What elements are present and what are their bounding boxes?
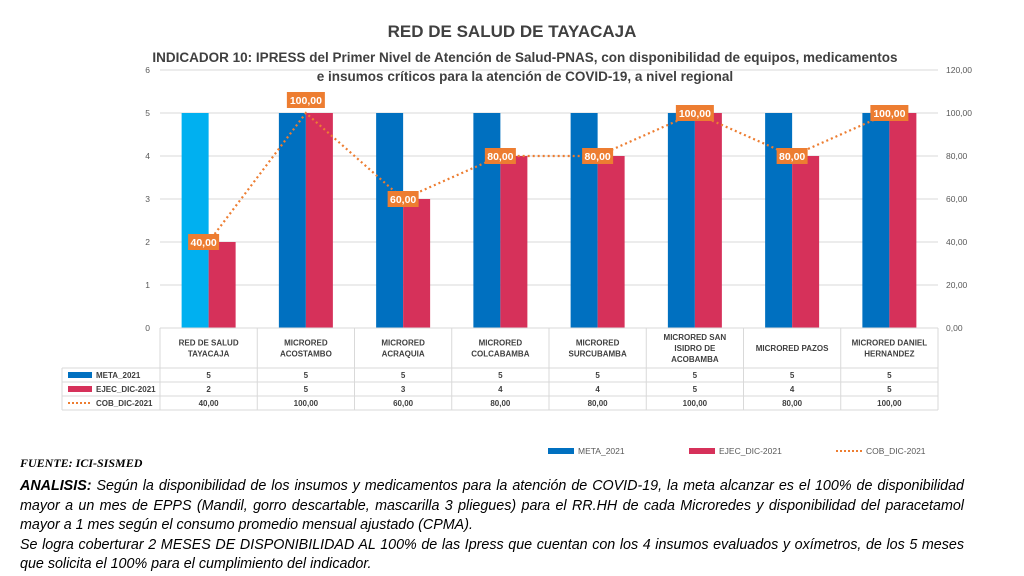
- table-row-label: COB_DIC-2021: [96, 399, 153, 408]
- y-tick-label: 6: [145, 65, 150, 75]
- bar-meta: [181, 113, 209, 328]
- x-tick-label: MICRORED SURCUBAMBA: [569, 339, 627, 359]
- bar-meta: [862, 113, 890, 328]
- table-cell: 40,00: [199, 399, 220, 408]
- y-tick-label: 1: [145, 280, 150, 290]
- table-cell: 4: [790, 385, 795, 394]
- bar-ejec: [208, 242, 236, 328]
- legend-key: [68, 386, 92, 392]
- bar-meta: [473, 113, 501, 328]
- table-cell: 5: [401, 371, 406, 380]
- legend-key: [68, 372, 92, 378]
- bar-ejec: [597, 156, 625, 328]
- x-tick-label: MICRORED ACOSTAMBO: [280, 339, 332, 359]
- data-label: 80,00: [584, 151, 610, 163]
- analysis-paragraph-2: Se logra coberturar 2 MESES DE DISPONIBI…: [20, 536, 964, 573]
- legend-label: EJEC_DIC-2021: [719, 446, 782, 456]
- x-tick-label: MICRORED DANIEL HERNANDEZ: [852, 339, 928, 359]
- bar-ejec: [305, 113, 333, 328]
- table-cell: 80,00: [782, 399, 803, 408]
- y-tick-label: 3: [145, 194, 150, 204]
- chart-title: RED DE SALUD DE TAYACAJA: [387, 22, 637, 41]
- y2-tick-label: 40,00: [946, 237, 968, 247]
- data-label-box: [188, 234, 220, 250]
- table-cell: 100,00: [683, 399, 708, 408]
- data-label-box: [675, 105, 714, 121]
- table-row-label: META_2021: [96, 371, 141, 380]
- x-tick-label: MICRORED SAN ISIDRO DE ACOBAMBA: [664, 333, 727, 364]
- y2-tick-label: 80,00: [946, 151, 968, 161]
- data-label-box: [387, 191, 419, 207]
- table-cell: 80,00: [588, 399, 609, 408]
- bar-ejec: [889, 113, 917, 328]
- table-cell: 5: [790, 371, 795, 380]
- source-note: FUENTE: ICI-SISMED: [20, 456, 143, 470]
- y2-tick-label: 20,00: [946, 280, 968, 290]
- data-label-box: [484, 148, 516, 164]
- legend-key: [548, 448, 574, 454]
- combo-chart: 01234560,0020,0040,0060,0080,00100,00120…: [61, 65, 972, 456]
- table-cell: 5: [595, 371, 600, 380]
- table-cell: 5: [693, 371, 698, 380]
- table-cell: 100,00: [294, 399, 319, 408]
- analysis-text: ANALISIS: Según la disponibilidad de los…: [20, 477, 964, 575]
- y-tick-label: 0: [145, 323, 150, 333]
- bar-meta: [570, 113, 598, 328]
- data-label: 100,00: [873, 108, 905, 120]
- analysis-label: ANALISIS:: [20, 478, 92, 494]
- y2-tick-label: 100,00: [946, 108, 972, 118]
- bar-meta: [376, 113, 404, 328]
- line-cob: [207, 111, 890, 243]
- table-cell: 100,00: [877, 399, 902, 408]
- y-tick-label: 2: [145, 237, 150, 247]
- table-cell: 5: [498, 371, 503, 380]
- y-tick-label: 5: [145, 108, 150, 118]
- table-cell: 5: [887, 385, 892, 394]
- legend-key: [689, 448, 715, 454]
- table-cell: 5: [304, 385, 309, 394]
- y2-tick-label: 120,00: [946, 65, 972, 75]
- bar-meta: [667, 113, 695, 328]
- table-cell: 5: [206, 371, 211, 380]
- table-cell: 4: [498, 385, 503, 394]
- bar-ejec: [792, 156, 820, 328]
- bar-ejec: [694, 113, 722, 328]
- data-label: 100,00: [679, 108, 711, 120]
- chart-subtitle: INDICADOR 10: IPRESS del Primer Nivel de…: [152, 50, 898, 84]
- data-label-box: [870, 105, 909, 121]
- x-tick-label: MICRORED PAZOS: [756, 344, 829, 353]
- data-label: 100,00: [290, 95, 322, 107]
- y-tick-label: 4: [145, 151, 150, 161]
- table-cell: 2: [206, 385, 211, 394]
- data-label-box: [286, 92, 325, 108]
- data-label: 80,00: [487, 151, 513, 163]
- legend-label: META_2021: [578, 446, 625, 456]
- data-label: 80,00: [779, 151, 805, 163]
- table-row-label: EJEC_DIC-2021: [96, 385, 156, 394]
- table-cell: 4: [595, 385, 600, 394]
- analysis-paragraph-1: Según la disponibilidad de los insumos y…: [20, 478, 964, 533]
- data-label-box: [776, 148, 808, 164]
- legend-label: COB_DIC-2021: [866, 446, 926, 456]
- x-tick-label: MICRORED ACRAQUIA: [381, 339, 425, 359]
- bar-ejec: [403, 199, 431, 328]
- y2-tick-label: 60,00: [946, 194, 968, 204]
- data-label: 40,00: [190, 237, 216, 249]
- data-label-box: [582, 148, 614, 164]
- table-cell: 3: [401, 385, 406, 394]
- bar-meta: [765, 113, 793, 328]
- table-cell: 5: [693, 385, 698, 394]
- table-cell: 60,00: [393, 399, 414, 408]
- bar-ejec: [500, 156, 528, 328]
- table-cell: 5: [887, 371, 892, 380]
- data-label: 60,00: [390, 194, 416, 206]
- x-tick-label: MICRORED COLCABAMBA: [471, 339, 529, 359]
- bar-meta: [278, 113, 306, 328]
- table-cell: 80,00: [490, 399, 511, 408]
- x-tick-label: RED DE SALUD TAYACAJA: [179, 339, 239, 359]
- y2-tick-label: 0,00: [946, 323, 963, 333]
- table-cell: 5: [304, 371, 309, 380]
